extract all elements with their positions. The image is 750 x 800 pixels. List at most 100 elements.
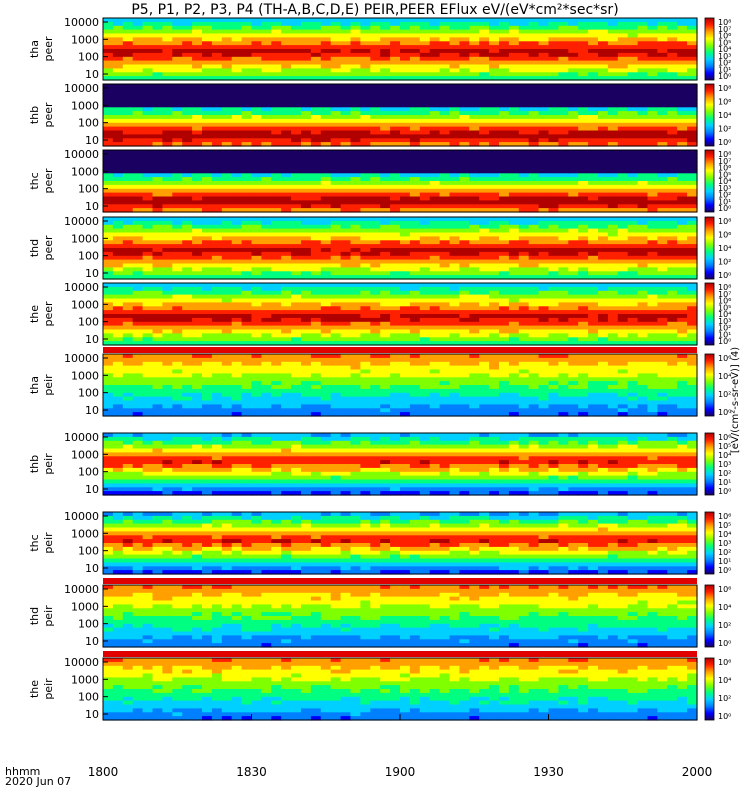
heatmap-cell	[350, 333, 361, 338]
heatmap-cell	[350, 321, 361, 327]
heatmap-cell	[271, 118, 282, 124]
heatmap-cell	[637, 181, 649, 186]
heatmap-cell	[588, 68, 599, 73]
heatmap-cell	[202, 138, 213, 143]
heatmap-cell	[627, 329, 639, 334]
heatmap-cell	[479, 329, 490, 334]
heatmap-cell	[132, 310, 144, 315]
heatmap-cell	[558, 283, 569, 288]
heatmap-cell	[558, 153, 569, 159]
heatmap-cell	[350, 153, 361, 159]
heatmap-cell	[360, 130, 371, 135]
heatmap-cell	[360, 192, 371, 198]
heatmap-cell	[202, 87, 213, 93]
heatmap-cell	[281, 286, 292, 292]
heatmap-cell	[489, 49, 500, 54]
heatmap-cell	[449, 111, 460, 116]
heatmap-cell	[518, 200, 530, 205]
heatmap-cell	[390, 188, 401, 194]
heatmap-cell	[548, 177, 559, 182]
heatmap-cell	[419, 118, 431, 124]
heatmap-cell	[241, 153, 253, 159]
heatmap-cell	[627, 68, 639, 73]
heatmap-cell	[251, 45, 262, 50]
heatmap-cell	[182, 317, 193, 323]
y-tick-label: 10	[85, 267, 99, 280]
heatmap-cell	[271, 224, 282, 230]
heatmap-cell	[122, 373, 134, 378]
heatmap-cell	[360, 25, 371, 31]
heatmap-cell	[508, 68, 520, 73]
heatmap-cell	[122, 18, 134, 23]
heatmap-cell	[231, 298, 243, 303]
heatmap-cell	[419, 49, 431, 54]
heatmap-cell	[370, 192, 381, 198]
heatmap-cell	[647, 314, 658, 319]
heatmap-cell	[122, 255, 134, 261]
heatmap-cell	[142, 240, 154, 245]
heatmap-cell	[291, 122, 302, 128]
heatmap-cell	[291, 232, 302, 237]
y-tick-label: 1000	[71, 165, 99, 178]
heatmap-cell	[439, 111, 451, 116]
heatmap-cell	[588, 337, 599, 342]
heatmap-cell	[518, 95, 530, 101]
heatmap-cell	[330, 49, 342, 54]
heatmap-cell	[528, 49, 540, 54]
heatmap-cell	[409, 91, 421, 97]
heatmap-cell	[340, 122, 352, 128]
heatmap-cell	[301, 314, 312, 319]
heatmap-cell	[449, 286, 460, 292]
heatmap-cell	[647, 329, 658, 334]
heatmap-cell	[192, 25, 203, 31]
heatmap-cell	[182, 337, 193, 342]
heatmap-cell	[330, 99, 342, 104]
heatmap-cell	[647, 286, 658, 292]
heatmap-cell	[548, 64, 559, 69]
heatmap-cell	[459, 169, 470, 174]
heatmap-cell	[637, 76, 649, 81]
heatmap-cell	[409, 317, 421, 323]
heatmap-cell	[211, 240, 223, 245]
heatmap-cell	[489, 236, 500, 241]
heatmap-cell	[340, 72, 352, 77]
heatmap-cell	[360, 310, 371, 315]
heatmap-cell	[637, 200, 649, 205]
heatmap-cell	[449, 103, 460, 108]
heatmap-cell	[667, 150, 678, 155]
heatmap-cell	[548, 283, 559, 288]
heatmap-cell	[142, 200, 154, 205]
heatmap-cell	[122, 111, 134, 116]
heatmap-cell	[538, 45, 550, 50]
heatmap-cell	[598, 244, 609, 249]
heatmap-cell	[489, 204, 500, 209]
colorbar-tick-label: 10⁶	[718, 164, 731, 173]
heatmap-cell	[439, 52, 451, 58]
heatmap-cell	[132, 56, 144, 62]
heatmap-cell	[627, 251, 639, 257]
heatmap-cell	[330, 177, 342, 182]
heatmap-cell	[607, 18, 619, 23]
heatmap-cell	[489, 99, 500, 104]
heatmap-cell	[528, 72, 540, 77]
heatmap-cell	[578, 95, 589, 101]
heatmap-cell	[400, 208, 411, 213]
heatmap-cell	[588, 142, 599, 147]
heatmap-cell	[281, 188, 292, 194]
heatmap-cell	[261, 325, 272, 331]
heatmap-cell	[182, 283, 193, 288]
heatmap-cell	[400, 294, 411, 300]
heatmap-cell	[221, 321, 233, 327]
heatmap-cell	[518, 177, 530, 182]
heatmap-cell	[103, 283, 114, 288]
heatmap-cell	[558, 76, 569, 81]
heatmap-cell	[360, 329, 371, 334]
heatmap-cell	[182, 18, 193, 23]
heatmap-cell	[568, 196, 579, 201]
heatmap-cell	[360, 321, 371, 327]
heatmap-cell	[271, 248, 282, 253]
heatmap-cell	[182, 325, 193, 331]
heatmap-cell	[122, 385, 134, 390]
heatmap-cell	[489, 248, 500, 253]
heatmap-cell	[320, 150, 332, 155]
